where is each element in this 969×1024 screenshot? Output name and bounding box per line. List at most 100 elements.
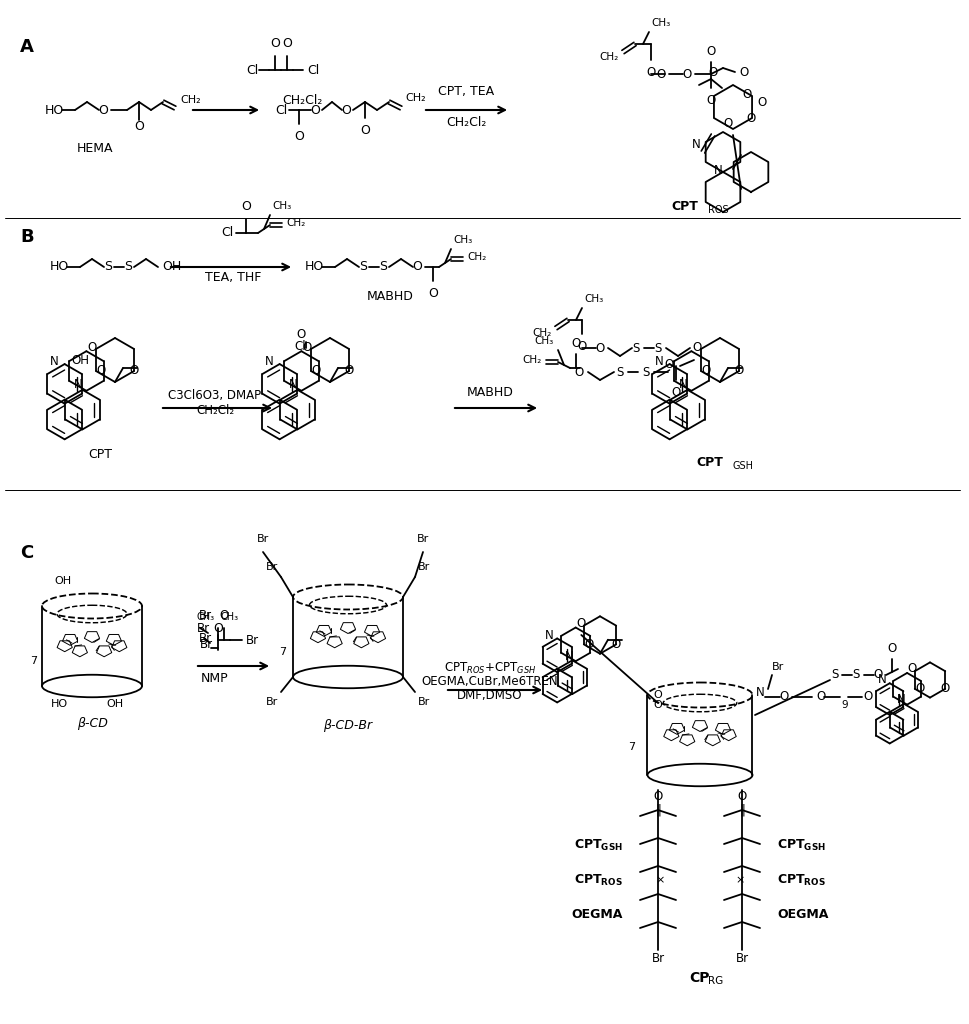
Text: O: O [311,365,321,378]
Text: O: O [682,68,692,81]
Text: O: O [611,638,621,651]
Text: S: S [359,260,367,273]
Text: O: O [360,124,370,137]
Text: CPT$_{\mathbf{GSH}}$: CPT$_{\mathbf{GSH}}$ [574,838,623,853]
Text: C3Cl6O3, DMAP: C3Cl6O3, DMAP [169,388,262,401]
Text: HO: HO [305,260,325,273]
Text: O: O [241,200,251,213]
Text: Br: Br [418,562,430,572]
Text: β-CD-Br: β-CD-Br [324,719,372,731]
Text: CP: CP [690,971,710,985]
Text: O: O [779,690,789,703]
Text: O: O [656,68,666,81]
Text: O: O [654,690,663,700]
Text: MABHD: MABHD [366,291,414,303]
Text: CH₂: CH₂ [467,252,486,262]
Text: OEGMA,CuBr,Me6TREN: OEGMA,CuBr,Me6TREN [422,676,558,688]
Text: HO: HO [45,103,64,117]
Text: Br: Br [651,951,665,965]
Text: N: N [266,355,274,368]
Text: OEGMA: OEGMA [777,908,828,922]
Text: S: S [633,341,640,354]
Text: Br: Br [418,697,430,707]
Text: Cl: Cl [295,340,306,352]
Text: O: O [96,365,106,378]
Text: N: N [50,355,59,368]
Text: O: O [88,341,97,354]
Text: Br: Br [266,562,278,572]
Text: O: O [653,791,663,804]
Text: N: N [289,378,297,391]
Text: CH₃: CH₃ [197,612,215,622]
Text: S: S [642,366,650,379]
Text: B: B [20,228,34,246]
Text: 9: 9 [842,700,848,710]
Text: O: O [282,37,292,50]
Text: O: O [863,690,872,703]
Text: O: O [915,682,924,695]
Text: O: O [742,88,752,101]
Text: S: S [104,260,112,273]
Text: O: O [98,103,108,117]
Text: S: S [853,669,860,682]
Text: S: S [831,669,839,682]
Text: OH: OH [106,699,123,709]
Text: OH: OH [162,260,181,273]
Text: Br: Br [199,609,211,622]
Text: HO: HO [51,699,68,709]
Text: OEGMA: OEGMA [572,908,623,922]
Text: CH₂: CH₂ [533,328,552,338]
Text: O: O [577,617,585,630]
Text: DMF,DMSO: DMF,DMSO [457,688,522,701]
Text: β-CD: β-CD [77,718,108,730]
Text: N: N [756,685,765,698]
Text: MABHD: MABHD [466,386,514,399]
Text: O: O [213,622,223,635]
Text: Br: Br [417,534,429,544]
Text: O: O [941,682,950,695]
Text: O: O [888,642,896,655]
Text: CPT, TEA: CPT, TEA [438,85,494,98]
Text: S: S [124,260,132,273]
Text: Cl: Cl [247,63,259,77]
Text: Br: Br [200,638,213,650]
Text: RG: RG [708,976,724,986]
Text: CH₂Cl₂: CH₂Cl₂ [446,116,486,128]
Text: Br: Br [197,622,210,635]
Text: NMP: NMP [202,672,229,684]
Text: O: O [665,357,674,371]
Text: CH₃: CH₃ [584,294,604,304]
Text: O: O [737,791,747,804]
Text: O: O [739,66,748,79]
Text: N: N [545,629,553,642]
Text: GSH: GSH [733,461,754,471]
Text: O: O [816,690,826,703]
Text: N: N [877,674,887,686]
Text: O: O [702,365,710,378]
Text: O: O [310,103,320,117]
Text: N: N [896,693,905,707]
Text: 7: 7 [629,742,636,752]
Text: O: O [270,37,280,50]
Text: HEMA: HEMA [77,141,113,155]
Text: O: O [746,113,756,126]
Text: 7: 7 [279,647,287,657]
Text: O: O [428,287,438,300]
Text: CH₃: CH₃ [453,234,472,245]
Text: CPT$_{\mathbf{GSH}}$: CPT$_{\mathbf{GSH}}$ [777,838,826,853]
Text: O: O [907,663,917,676]
Text: N: N [74,378,83,391]
Text: C: C [20,544,33,562]
Text: O: O [341,103,351,117]
Text: 7: 7 [30,656,38,666]
Text: N: N [565,649,574,663]
Text: CH₂: CH₂ [180,95,201,105]
Text: N: N [713,164,722,176]
Text: CH₃: CH₃ [535,336,554,346]
Text: S: S [616,366,624,379]
Text: O: O [735,365,743,378]
Text: O: O [302,341,312,354]
Text: O: O [584,638,593,651]
Text: O: O [757,95,766,109]
Text: Br: Br [199,632,212,644]
